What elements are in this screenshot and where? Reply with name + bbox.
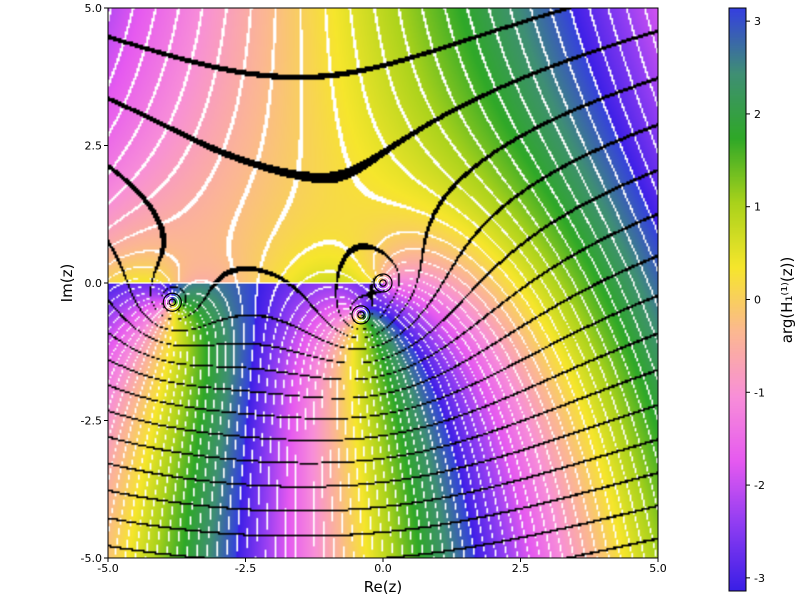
zero-ring	[168, 298, 177, 307]
colorbar-tick-label: 3	[754, 15, 761, 28]
y-axis-ticks: -5.0 -2.5 0.0 2.5 5.0	[81, 2, 108, 565]
colorbar-ticks: -3 -2 -1 0 1 2 3	[746, 15, 765, 585]
zero-ring	[165, 295, 179, 309]
zero-marker	[162, 292, 182, 312]
zero-ring	[376, 276, 390, 290]
y-tick-label: -5.0	[81, 552, 102, 565]
colorbar: -3 -2 -1 0 1 2 3 arg(H₁⁽¹⁾(z))	[728, 7, 796, 592]
y-tick-label: -2.5	[81, 415, 102, 428]
plot-area	[107, 7, 659, 559]
zero-ring	[373, 273, 393, 293]
zero-markers	[108, 273, 393, 325]
zero-ring	[357, 311, 365, 319]
zero-ring	[354, 308, 368, 322]
x-axis-label: Re(z)	[364, 578, 403, 596]
colorbar-tick-label: -1	[754, 386, 765, 399]
colorbar-tick-label: 0	[754, 294, 761, 307]
zero-ring	[162, 292, 182, 312]
y-axis-label: Im(z)	[58, 264, 76, 303]
colorbar-label: arg(H₁⁽¹⁾(z))	[778, 257, 796, 344]
y-tick-label: 0.0	[85, 277, 103, 290]
x-tick-label: 2.5	[512, 562, 530, 575]
y-tick-label: 5.0	[85, 2, 103, 15]
zero-marker	[351, 305, 371, 325]
zero-marker	[373, 273, 393, 293]
zero-ring	[379, 279, 387, 287]
x-tick-label: -5.0	[97, 562, 118, 575]
y-tick-label: 2.5	[85, 140, 103, 153]
colorbar-tick-label: -3	[754, 572, 765, 585]
x-axis-ticks: -5.0 -2.5 0.0 2.5 5.0	[97, 558, 667, 575]
colorbar-tick-label: -2	[754, 479, 765, 492]
colorbar-gradient	[729, 8, 746, 591]
colorbar-tick-label: 2	[754, 108, 761, 121]
x-tick-label: 0.0	[374, 562, 392, 575]
x-tick-label: -2.5	[235, 562, 256, 575]
x-tick-label: 5.0	[649, 562, 667, 575]
zero-ring	[351, 305, 371, 325]
colorbar-tick-label: 1	[754, 201, 761, 214]
